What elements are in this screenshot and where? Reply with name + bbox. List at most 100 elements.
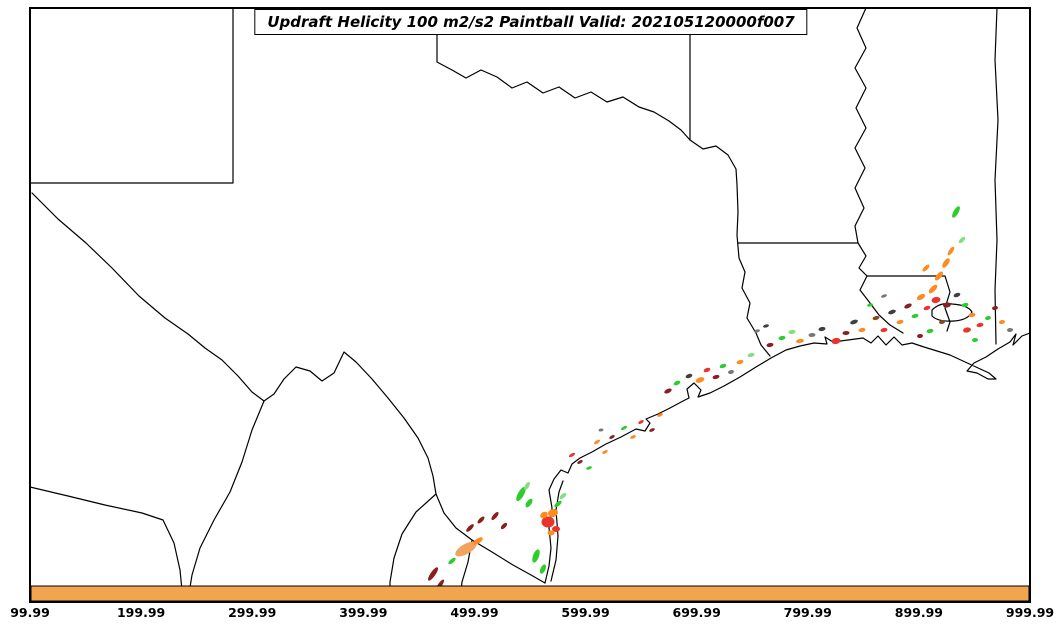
colorbar-tick-label: 99.99	[10, 605, 50, 620]
paintball-object	[685, 373, 693, 379]
paintball-object	[952, 206, 960, 218]
texas-oklahoma-border	[436, 8, 691, 141]
paintball-object	[552, 526, 560, 532]
paintball-object	[842, 330, 850, 336]
paintball-object	[916, 293, 926, 301]
paintball-object	[500, 522, 508, 530]
paintball-object	[657, 413, 663, 417]
paintball-object	[638, 420, 644, 424]
colorbar-tick-label: 299.99	[228, 605, 277, 620]
paintball-object	[958, 236, 966, 244]
colorbar-tick-label: 799.99	[783, 605, 832, 620]
paintball-object	[788, 329, 796, 335]
paintball-layer	[427, 206, 1013, 586]
paintball-object	[477, 516, 485, 524]
paintball-object	[712, 374, 720, 380]
paintball-object	[594, 439, 600, 445]
paintball-object	[931, 296, 941, 304]
paintball-object	[896, 319, 904, 325]
gulf-coastline	[544, 332, 1030, 584]
paintball-object	[736, 359, 744, 365]
rio-grande-border	[31, 192, 546, 584]
paintball-object	[808, 332, 816, 338]
paintball-object	[972, 337, 978, 343]
paintball-object	[818, 326, 826, 332]
paintball-object	[939, 319, 945, 325]
paintball-object	[796, 338, 804, 344]
paintball-object	[524, 481, 530, 491]
paintball-object	[516, 486, 526, 502]
paintball-object	[831, 337, 841, 345]
paintball-object	[728, 369, 734, 375]
colorbar-tick-label: 399.99	[339, 605, 388, 620]
paintball-object	[532, 549, 540, 563]
paintball-object	[947, 246, 955, 256]
paintball-object	[466, 524, 474, 532]
paintball-object	[867, 303, 873, 307]
paintball-object	[602, 450, 608, 454]
paintball-object	[577, 460, 583, 464]
paintball-object	[673, 380, 681, 386]
paintball-object	[703, 367, 711, 373]
paintball-object	[598, 428, 604, 432]
paintball-object	[448, 557, 456, 565]
paintball-object	[695, 377, 705, 383]
mexico-state-borders	[30, 400, 473, 586]
paintball-object	[961, 302, 969, 308]
paintball-object	[539, 564, 547, 574]
paintball-object	[926, 328, 934, 334]
paintball-object	[586, 466, 592, 470]
paintball-object	[922, 264, 930, 272]
paintball-object	[778, 335, 786, 341]
state-outlines	[30, 8, 1030, 586]
colorbar-tick-label: 599.99	[561, 605, 610, 620]
paintball-object	[427, 567, 439, 581]
paintball-object	[719, 363, 727, 369]
paintball-object	[435, 579, 445, 586]
colorbar-tick-label: 499.99	[450, 605, 499, 620]
paintball-object	[540, 511, 548, 519]
paintball-object	[649, 428, 655, 432]
colorbar	[30, 585, 1030, 602]
paintball-object	[911, 313, 919, 319]
paintball-object	[999, 319, 1005, 325]
louisiana-mississippi-border	[866, 275, 951, 332]
colorbar-tick-label: 999.99	[1005, 605, 1055, 620]
paintball-object	[559, 493, 567, 499]
new-mexico-texas-border	[30, 8, 234, 184]
mississippi-river	[854, 8, 904, 334]
paintball-object	[525, 498, 533, 508]
paintball-object	[554, 500, 562, 508]
paintball-object	[568, 452, 576, 458]
paintball-object	[491, 511, 499, 521]
paintball-object	[888, 309, 896, 315]
paintball-object	[923, 305, 931, 311]
paintball-object	[664, 388, 672, 394]
padre-island-coast	[550, 480, 564, 582]
paintball-object	[881, 294, 887, 298]
colorbar-tick-label: 899.99	[894, 605, 943, 620]
paintball-object	[747, 352, 755, 358]
paintball-object	[473, 537, 483, 545]
texas-arkansas-louisiana-border	[689, 139, 771, 357]
paintball-object	[928, 284, 938, 294]
paintball-object	[455, 541, 477, 557]
paintball-object	[985, 315, 991, 321]
paintball-object	[547, 530, 555, 536]
paintball-object	[630, 435, 636, 439]
paintball-object	[934, 271, 944, 281]
paintball-object	[942, 258, 950, 268]
mississippi-alabama-border	[994, 8, 999, 345]
paintball-object	[943, 302, 951, 308]
paintball-object	[766, 342, 774, 348]
map-title: Updraft Helicity 100 m2/s2 Paintball Val…	[254, 9, 808, 35]
colorbar-tick-label: 199.99	[116, 605, 166, 620]
paintball-object	[858, 327, 866, 333]
paintball-object	[548, 508, 558, 518]
paintball-object	[609, 435, 615, 439]
paintball-object	[1007, 327, 1013, 333]
paintball-object	[963, 327, 971, 333]
plot-frame	[29, 7, 1031, 603]
